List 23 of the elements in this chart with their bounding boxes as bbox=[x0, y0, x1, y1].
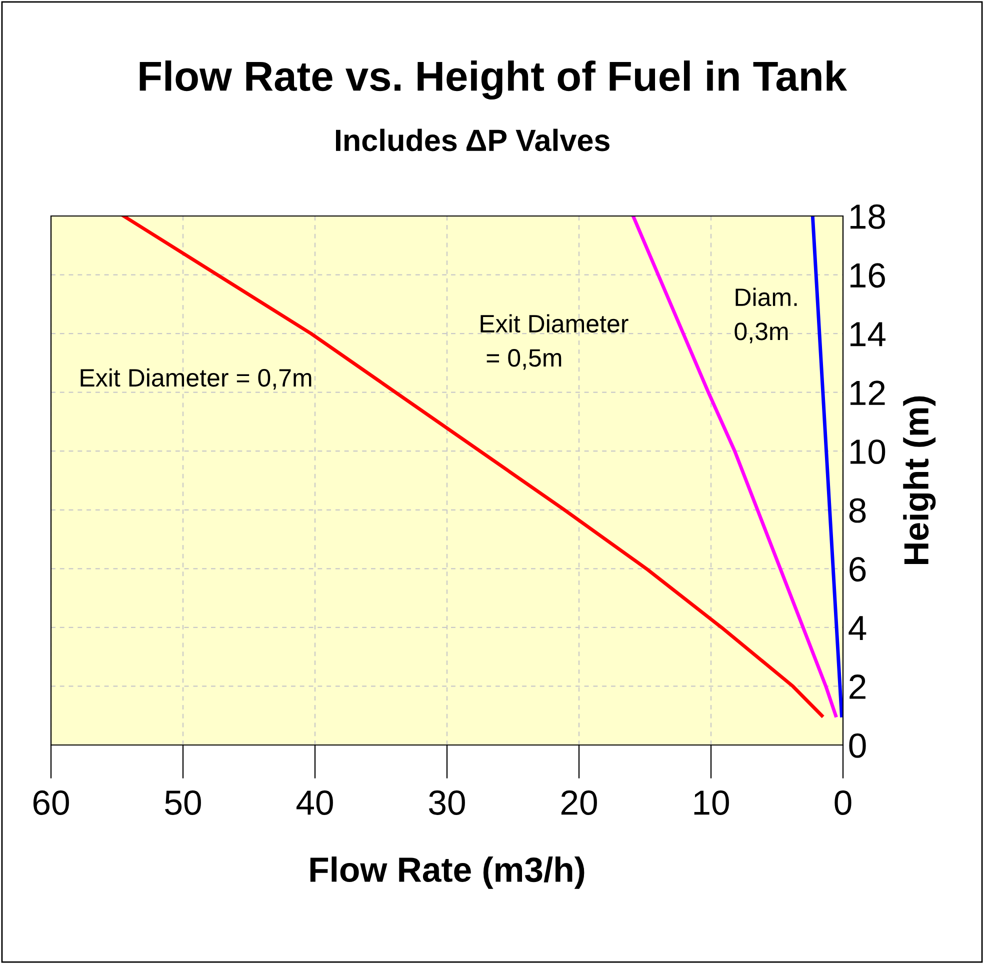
y-tick-label: 6 bbox=[850, 557, 866, 582]
x-tick-label: 60 bbox=[33, 790, 69, 815]
x-tick-label: 30 bbox=[429, 790, 465, 815]
y-tick-label: 4 bbox=[848, 616, 866, 640]
annotation: Exit Diameter = 0,5m bbox=[480, 314, 628, 370]
y-tick-label: 18 bbox=[850, 204, 885, 229]
x-tick-label: 50 bbox=[165, 790, 201, 815]
y-tick-label: 12 bbox=[850, 380, 885, 405]
x-tick-label: 10 bbox=[694, 790, 729, 815]
y-tick-label: 8 bbox=[849, 498, 866, 523]
annotation: Diam. 0,3m bbox=[734, 288, 797, 344]
y-tick-label: 16 bbox=[850, 263, 885, 288]
y-axis-title: Height (m) bbox=[903, 396, 936, 564]
annotation: Exit Diameter = 0,7m bbox=[80, 368, 312, 390]
y-tick-label: 10 bbox=[850, 439, 886, 464]
y-tick-label: 0 bbox=[849, 733, 866, 758]
x-tick-label: 20 bbox=[561, 790, 597, 815]
chart-title: Flow Rate vs. Height of Fuel in Tank bbox=[140, 60, 848, 100]
y-tick-label: 2 bbox=[850, 674, 866, 699]
x-axis-title: Flow Rate (m3/h) bbox=[310, 856, 584, 889]
y-tick-label: 14 bbox=[850, 322, 886, 346]
chart-subtitle: Includes ΔP Valves bbox=[336, 128, 610, 152]
x-tick-label: 40 bbox=[296, 790, 333, 815]
